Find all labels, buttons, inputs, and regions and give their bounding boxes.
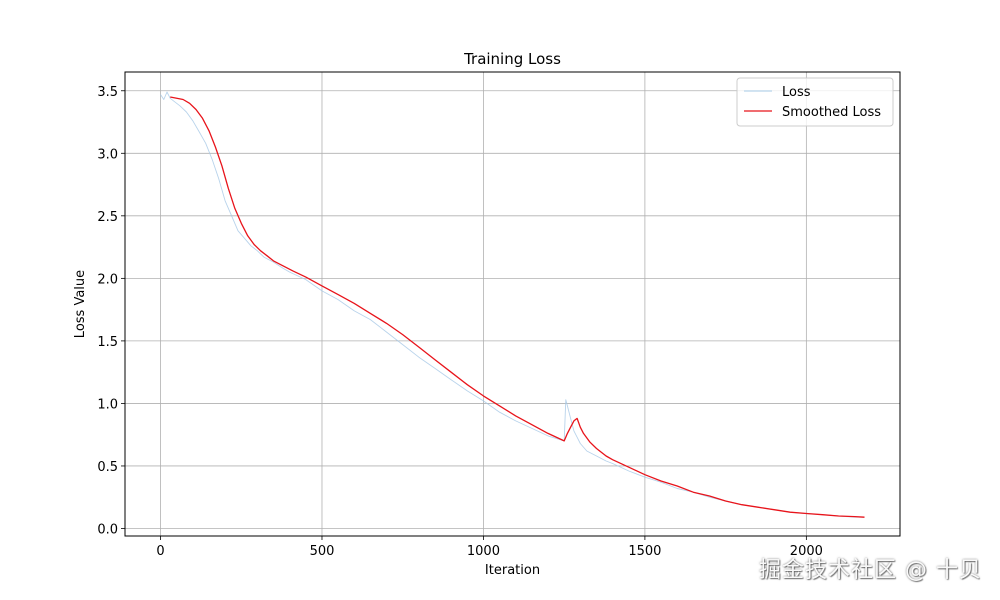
grid (125, 72, 900, 536)
y-axis-title: Loss Value (73, 270, 88, 338)
y-tick-label: 0.5 (97, 460, 118, 475)
y-tick-label: 3.0 (97, 147, 118, 162)
y-tick-label: 2.0 (97, 272, 118, 287)
plot-frame (124, 71, 901, 537)
x-tick-label: 1500 (628, 544, 661, 559)
legend-label-smoothed-loss: Smoothed Loss (782, 105, 881, 120)
y-tick-label: 0.0 (97, 522, 118, 537)
legend-box (736, 77, 894, 127)
series-layer (160, 91, 865, 518)
x-tick-label: 0 (156, 544, 164, 559)
y-tick-label: 2.5 (97, 210, 118, 225)
y-tick-label: 3.5 (97, 85, 118, 100)
legend: Loss Smoothed Loss (736, 77, 894, 127)
x-tick-label: 1000 (467, 544, 500, 559)
x-tick-label: 500 (310, 544, 335, 559)
axis-ticks: 0 500 1000 1500 2000 0.0 0.5 1.0 1.5 2.0 2.5 3.0 3.5 (97, 85, 823, 559)
y-tick-label: 1.0 (97, 397, 118, 412)
legend-label-loss: Loss (782, 85, 811, 100)
watermark: 掘金技术社区 @ 十贝 (759, 558, 982, 583)
x-axis-title: Iteration (485, 563, 540, 578)
chart-title: Training Loss (463, 50, 561, 68)
series-line-smoothed-loss (170, 96, 865, 518)
y-tick-label: 1.5 (97, 335, 118, 350)
x-tick-label: 2000 (790, 544, 823, 559)
